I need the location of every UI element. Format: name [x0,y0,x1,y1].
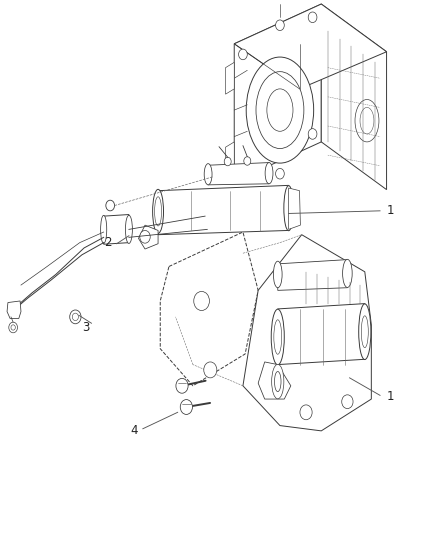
Circle shape [194,292,209,311]
Text: 4: 4 [131,424,138,438]
Text: 1: 1 [387,204,395,217]
Polygon shape [104,215,129,244]
Polygon shape [138,225,158,249]
Ellipse shape [271,309,284,365]
Polygon shape [234,4,387,89]
Ellipse shape [355,100,379,142]
Ellipse shape [265,163,273,184]
Polygon shape [289,188,300,229]
Polygon shape [208,163,269,185]
Ellipse shape [101,215,107,244]
Ellipse shape [272,365,284,399]
Circle shape [180,400,192,415]
Circle shape [140,230,150,243]
Polygon shape [234,4,321,182]
Ellipse shape [152,189,163,233]
Circle shape [308,128,317,139]
Ellipse shape [256,71,304,149]
Text: 3: 3 [83,321,90,334]
Circle shape [300,405,312,419]
Polygon shape [226,142,234,174]
Polygon shape [7,301,21,318]
Circle shape [11,325,15,330]
Polygon shape [160,232,258,386]
Ellipse shape [125,215,132,244]
Circle shape [224,157,231,166]
Circle shape [70,310,81,324]
Circle shape [239,166,247,176]
Polygon shape [278,260,347,290]
Circle shape [342,395,353,409]
Ellipse shape [343,260,352,287]
Polygon shape [158,185,289,235]
Ellipse shape [361,316,368,348]
Circle shape [72,313,78,320]
Circle shape [276,20,284,30]
Text: 1: 1 [387,390,395,403]
Polygon shape [226,62,234,94]
Ellipse shape [359,304,371,360]
Polygon shape [243,235,371,431]
Circle shape [204,362,217,378]
Circle shape [244,157,251,165]
Ellipse shape [246,57,314,163]
Ellipse shape [360,108,374,134]
Polygon shape [278,304,365,365]
Ellipse shape [273,261,282,288]
Ellipse shape [204,164,212,185]
Ellipse shape [284,185,293,231]
Circle shape [106,200,115,211]
Ellipse shape [155,197,162,226]
Text: 2: 2 [104,236,112,249]
Ellipse shape [267,89,293,131]
Circle shape [308,12,317,22]
Ellipse shape [275,372,281,392]
Circle shape [9,322,18,333]
Polygon shape [258,362,291,399]
Ellipse shape [274,320,282,354]
Circle shape [176,378,188,393]
Circle shape [276,168,284,179]
Circle shape [239,49,247,60]
Polygon shape [321,4,387,190]
